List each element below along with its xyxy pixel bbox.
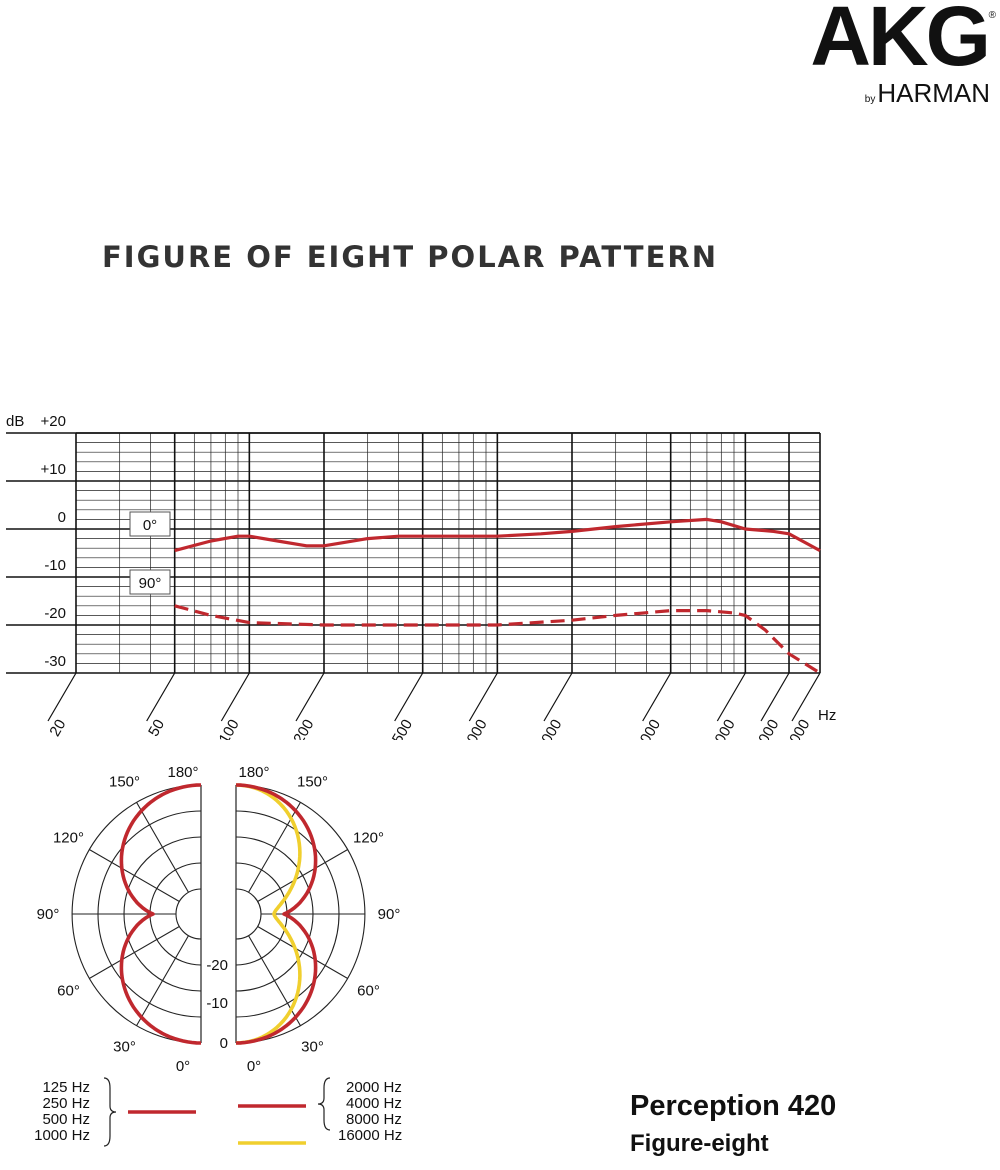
logo-parent: HARMAN xyxy=(877,78,990,108)
polar-half-right xyxy=(235,784,366,1044)
x-tick-mark xyxy=(394,672,424,722)
polar-angle-label: 60° xyxy=(57,983,80,1000)
series-label: 90° xyxy=(139,575,162,592)
polar-angle-label: 180° xyxy=(167,764,198,781)
polar-angle-label: 0° xyxy=(247,1058,261,1075)
x-tick-mark xyxy=(716,672,746,722)
legend-right-extra-label: 16000 Hz xyxy=(338,1127,402,1144)
polar-spoke xyxy=(248,802,301,893)
x-tick-mark xyxy=(146,672,176,722)
akg-logo: AKG ® byHARMAN xyxy=(740,0,996,108)
x-tick-mark xyxy=(47,672,77,722)
legend-right-label: 2000 Hz xyxy=(346,1079,402,1096)
legend-left-label: 125 Hz xyxy=(42,1079,90,1096)
polar-angle-label: 90° xyxy=(37,906,60,923)
polar-spoke xyxy=(257,926,348,979)
polar-angle-label: 180° xyxy=(238,764,269,781)
y-tick-label: 0 xyxy=(58,509,66,526)
polar-curve-right-red xyxy=(235,783,318,1045)
x-axis-label: Hz xyxy=(818,707,836,724)
polar-half-left xyxy=(71,784,202,1044)
x-tick-mark xyxy=(791,672,821,722)
legend-right-brace xyxy=(317,1077,331,1131)
polar-angle-label: 120° xyxy=(353,830,384,847)
polar-ring-label: -10 xyxy=(206,995,228,1012)
y-tick-label: -10 xyxy=(44,557,66,574)
polar-spoke xyxy=(248,935,301,1026)
y-tick-label: -20 xyxy=(44,605,66,622)
x-tick-mark xyxy=(468,672,498,722)
legend-left-brace xyxy=(103,1077,117,1147)
logo-by: by xyxy=(864,94,876,105)
polar-angle-label: 60° xyxy=(357,983,380,1000)
polar-spoke xyxy=(136,935,189,1026)
legend-right-label: 4000 Hz xyxy=(346,1095,402,1112)
polar-angle-label: 150° xyxy=(297,773,328,790)
x-tick-mark xyxy=(543,672,573,722)
polar-angle-label: 30° xyxy=(301,1039,324,1056)
polar-ring-label: -20 xyxy=(206,957,228,974)
polar-spoke xyxy=(136,802,189,893)
series-label: 0° xyxy=(143,517,157,534)
legend-left-label: 250 Hz xyxy=(42,1095,90,1112)
series-label-box xyxy=(129,569,171,595)
polar-curve-left-red xyxy=(119,783,202,1045)
x-tick-mark xyxy=(642,672,672,722)
polar-angle-label: 90° xyxy=(378,906,401,923)
polar-angle-label: 0° xyxy=(176,1058,190,1075)
y-tick-label: -30 xyxy=(44,653,66,670)
x-tick-label: 50 xyxy=(145,717,168,740)
x-tick-label: 20 xyxy=(46,717,69,740)
product-name: Perception 420 xyxy=(630,1090,837,1122)
legend-left-label: 1000 Hz xyxy=(34,1127,90,1144)
polar-curve-right-yellow xyxy=(235,783,302,1045)
polar-ring-label: 0 xyxy=(220,1035,228,1052)
legend-left-label: 500 Hz xyxy=(42,1111,90,1128)
y-axis-label: dB xyxy=(6,413,24,430)
polar-angle-label: 150° xyxy=(109,773,140,790)
polar-spoke xyxy=(89,849,180,902)
series-line-0deg xyxy=(174,517,821,553)
product-type: Figure-eight xyxy=(630,1130,769,1157)
polar-spoke xyxy=(89,926,180,979)
series-label-box xyxy=(129,511,171,537)
logo-subtitle: byHARMAN xyxy=(865,80,990,106)
polar-angle-label: 30° xyxy=(113,1039,136,1056)
polar-ring xyxy=(235,888,262,940)
x-tick-mark xyxy=(295,672,325,722)
series-line-90deg xyxy=(174,604,821,675)
logo-wordmark: AKG xyxy=(810,0,991,83)
page-title: FIGURE OF EIGHT POLAR PATTERN xyxy=(102,240,718,274)
polar-angle-label: 120° xyxy=(53,830,84,847)
y-tick-label: +10 xyxy=(41,461,66,478)
y-tick-label: +20 xyxy=(41,413,66,430)
x-tick-mark xyxy=(760,672,790,722)
polar-spoke xyxy=(257,849,348,902)
legend-right-label: 8000 Hz xyxy=(346,1111,402,1128)
logo-registered-mark: ® xyxy=(988,10,996,21)
polar-ring xyxy=(175,888,202,940)
x-tick-mark xyxy=(220,672,250,722)
